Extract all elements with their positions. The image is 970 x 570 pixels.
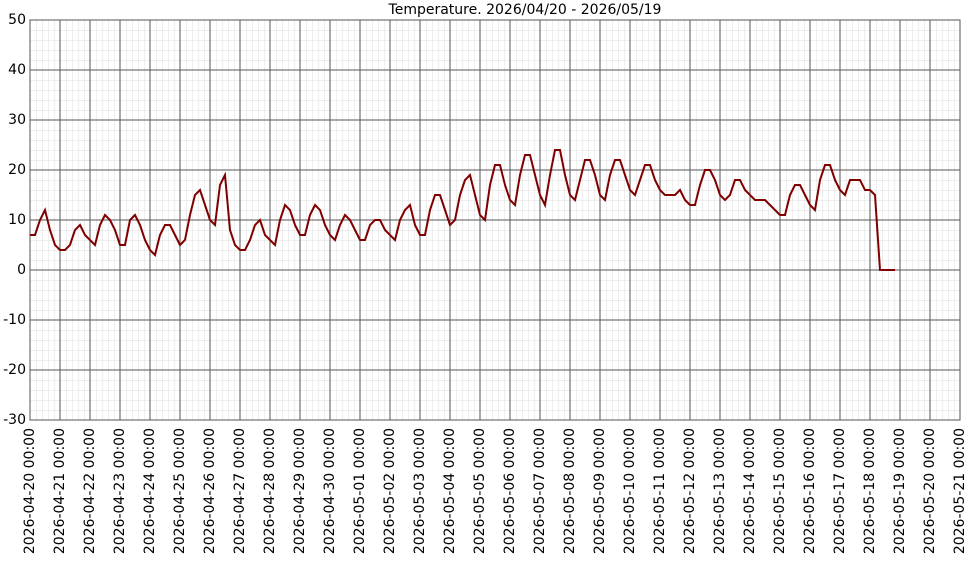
x-tick-label: 2026-04-26 00:00 xyxy=(202,428,218,554)
x-tick-label: 2026-05-14 00:00 xyxy=(742,428,758,554)
x-tick-label: 2026-04-30 00:00 xyxy=(322,428,338,554)
x-tick-label: 2026-04-29 00:00 xyxy=(292,428,308,554)
x-tick-label: 2026-05-11 00:00 xyxy=(652,428,668,554)
x-tick-label: 2026-04-25 00:00 xyxy=(172,428,188,554)
x-tick-label: 2026-04-20 00:00 xyxy=(22,428,38,554)
x-tick-label: 2026-05-15 00:00 xyxy=(772,428,788,554)
y-tick-label: -10 xyxy=(3,312,26,328)
x-tick-label: 2026-05-02 00:00 xyxy=(382,428,398,554)
x-tick-label: 2026-05-12 00:00 xyxy=(682,428,698,554)
x-tick-label: 2026-05-17 00:00 xyxy=(832,428,848,554)
y-tick-label: 30 xyxy=(8,112,26,128)
y-tick-label: 40 xyxy=(8,62,26,78)
x-tick-label: 2026-05-05 00:00 xyxy=(472,428,488,554)
x-tick-label: 2026-05-19 00:00 xyxy=(892,428,908,554)
x-tick-label: 2026-05-06 00:00 xyxy=(502,428,518,554)
x-tick-label: 2026-04-27 00:00 xyxy=(232,428,248,554)
x-tick-label: 2026-05-20 00:00 xyxy=(922,428,938,554)
x-tick-label: 2026-05-01 00:00 xyxy=(352,428,368,554)
x-tick-label: 2026-05-04 00:00 xyxy=(442,428,458,554)
x-tick-label: 2026-05-03 00:00 xyxy=(412,428,428,554)
y-tick-label: -20 xyxy=(3,362,26,378)
x-tick-label: 2026-05-07 00:00 xyxy=(532,428,548,554)
x-tick-label: 2026-04-28 00:00 xyxy=(262,428,278,554)
y-tick-label: 20 xyxy=(8,162,26,178)
x-tick-label: 2026-05-09 00:00 xyxy=(592,428,608,554)
x-tick-label: 2026-05-10 00:00 xyxy=(622,428,638,554)
y-tick-label: 10 xyxy=(8,212,26,228)
x-tick-label: 2026-04-21 00:00 xyxy=(52,428,68,554)
plot-frame xyxy=(29,19,961,421)
x-tick-label: 2026-05-08 00:00 xyxy=(562,428,578,554)
chart-title: Temperature. 2026/04/20 - 2026/05/19 xyxy=(388,2,662,18)
y-tick-label: 0 xyxy=(17,262,26,278)
x-tick-label: 2026-04-23 00:00 xyxy=(112,428,128,554)
x-tick-label: 2026-05-18 00:00 xyxy=(862,428,878,554)
x-tick-label: 2026-05-13 00:00 xyxy=(712,428,728,554)
x-tick-label: 2026-05-21 00:00 xyxy=(952,428,968,554)
x-tick-label: 2026-05-16 00:00 xyxy=(802,428,818,554)
x-tick-label: 2026-04-24 00:00 xyxy=(142,428,158,554)
x-tick-label: 2026-04-22 00:00 xyxy=(82,428,98,554)
y-tick-label: -30 xyxy=(3,412,26,428)
y-tick-label: 50 xyxy=(8,12,26,28)
data-line xyxy=(30,149,895,271)
